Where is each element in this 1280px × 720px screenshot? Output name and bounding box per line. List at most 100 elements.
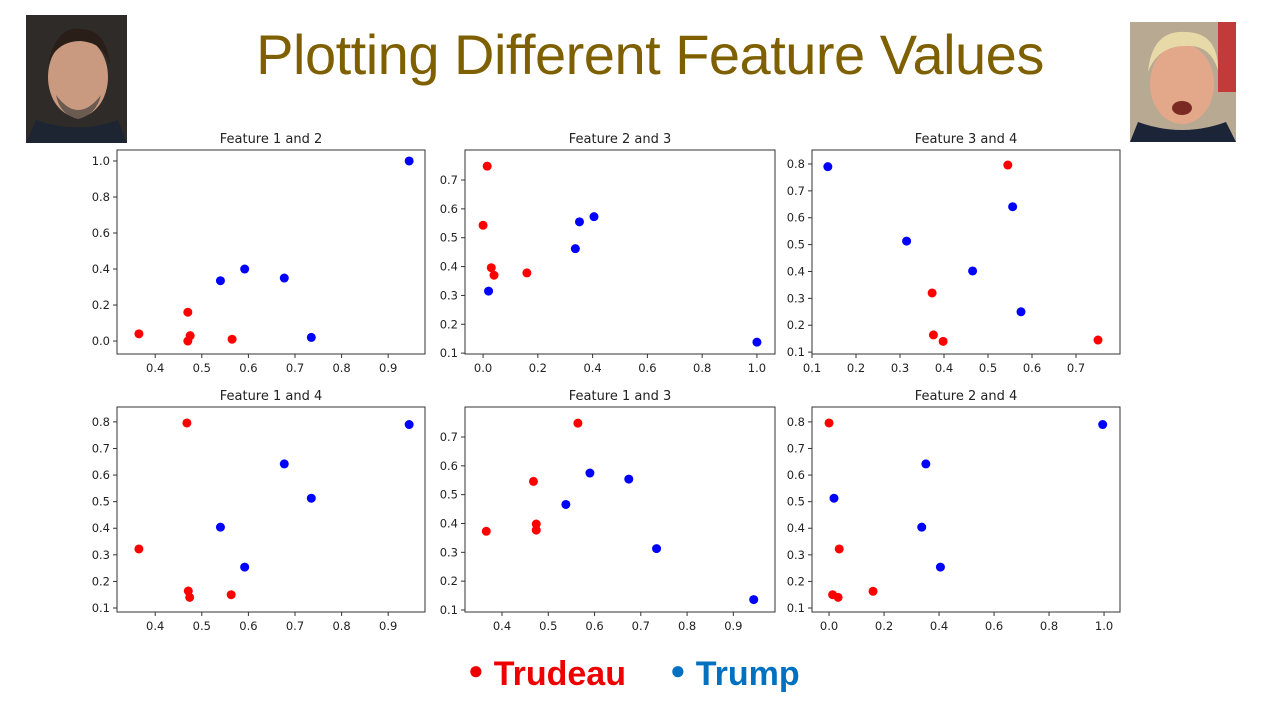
y-tick-label: 0.2 xyxy=(787,574,805,588)
subplot-5: Feature 1 and 3 0.4 0.5 0.6 0.7 0.8 0.9 0.1 0.2 0… xyxy=(440,389,776,633)
x-tick-label: 0.6 xyxy=(239,361,257,375)
x-tick-label: 0.6 xyxy=(638,361,656,375)
data-point-trudeau xyxy=(182,418,192,428)
data-point-trudeau xyxy=(528,476,538,486)
x-tick-label: 0.7 xyxy=(286,619,304,633)
subplot-3: Feature 3 and 4 0.1 0.2 0.3 0.4 0.5 0.6 0.7 0.1 0… xyxy=(787,132,1121,375)
y-tick-label: 0.8 xyxy=(92,415,110,429)
data-point-trump xyxy=(215,276,225,286)
data-point-trump xyxy=(752,337,762,347)
x-tick-label: 0.8 xyxy=(332,619,350,633)
y-tick-label: 0.3 xyxy=(787,548,805,562)
data-point-trudeau xyxy=(226,590,236,600)
data-point-trump xyxy=(240,264,250,274)
y-tick-label: 0.1 xyxy=(787,601,805,615)
data-point-trudeau xyxy=(227,334,237,344)
subplot-4: Feature 1 and 4 0.4 0.5 0.6 0.7 0.8 0.9 0.1 0.2 0… xyxy=(92,389,426,633)
data-point-trump xyxy=(902,236,912,246)
data-point-trudeau xyxy=(1093,335,1103,345)
x-tick-label: 0.7 xyxy=(1067,361,1085,375)
data-point-trump xyxy=(561,499,571,509)
x-tick-label: 0.5 xyxy=(193,619,211,633)
x-tick-label: 0.6 xyxy=(585,619,603,633)
subplot-title: Feature 1 and 3 xyxy=(569,389,672,404)
y-tick-label: 0.8 xyxy=(92,190,110,204)
y-tick-label: 0.6 xyxy=(440,202,458,216)
data-point-trump xyxy=(240,562,250,572)
data-point-trump xyxy=(484,286,494,296)
x-tick-label: 0.9 xyxy=(379,619,397,633)
data-point-trudeau xyxy=(938,336,948,346)
x-tick-label: 0.4 xyxy=(583,361,601,375)
y-tick-label: 0.7 xyxy=(440,430,458,444)
data-point-trudeau xyxy=(824,418,834,428)
y-tick-label: 0.5 xyxy=(787,238,805,252)
x-tick-label: 0.2 xyxy=(875,619,893,633)
data-point-trump xyxy=(404,420,414,430)
x-tick-label: 0.8 xyxy=(693,361,711,375)
y-tick-label: 0.2 xyxy=(92,298,110,312)
x-tick-label: 0.1 xyxy=(803,361,821,375)
data-point-trudeau xyxy=(183,336,193,346)
data-point-trump xyxy=(306,493,316,503)
subplot-title: Feature 2 and 4 xyxy=(915,389,1018,404)
legend-label-trump: Trump xyxy=(695,655,800,693)
x-tick-label: 0.9 xyxy=(724,619,742,633)
x-tick-label: 0.2 xyxy=(847,361,865,375)
x-tick-label: 0.8 xyxy=(1040,619,1058,633)
axes-frame xyxy=(811,406,1121,613)
data-point-trudeau xyxy=(927,288,937,298)
data-point-trump xyxy=(823,162,833,172)
data-point-trudeau xyxy=(183,307,193,317)
data-point-trump xyxy=(215,522,225,532)
y-tick-label: 0.4 xyxy=(440,516,458,530)
y-tick-label: 0.5 xyxy=(92,495,110,509)
data-point-trump xyxy=(1016,307,1026,317)
y-tick-label: 0.3 xyxy=(92,548,110,562)
y-tick-label: 0.2 xyxy=(440,317,458,331)
data-point-trudeau xyxy=(573,418,583,428)
slide-title: Plotting Different Feature Values xyxy=(256,23,1044,86)
subplot-title: Feature 2 and 3 xyxy=(569,132,672,147)
axes-frame xyxy=(464,149,776,355)
y-tick-label: 0.7 xyxy=(440,173,458,187)
data-point-trump xyxy=(279,273,289,283)
subplot-title: Feature 3 and 4 xyxy=(915,132,1018,147)
x-tick-label: 1.0 xyxy=(748,361,766,375)
y-tick-label: 0.6 xyxy=(92,226,110,240)
x-tick-label: 0.8 xyxy=(678,619,696,633)
subplot-title: Feature 1 and 4 xyxy=(220,389,323,404)
y-tick-label: 0.8 xyxy=(787,157,805,171)
x-tick-label: 0.7 xyxy=(632,619,650,633)
y-tick-label: 1.0 xyxy=(92,154,110,168)
data-point-trudeau xyxy=(928,330,938,340)
data-point-trudeau xyxy=(185,592,195,602)
x-tick-label: 0.4 xyxy=(493,619,511,633)
legend-item-trump: ● Trump xyxy=(670,655,800,694)
data-point-trump xyxy=(570,244,580,254)
data-point-trudeau xyxy=(1003,160,1013,170)
data-point-trump xyxy=(585,468,595,478)
data-point-trump xyxy=(574,217,584,227)
data-point-trump xyxy=(1008,202,1018,212)
x-tick-label: 0.5 xyxy=(539,619,557,633)
trudeau-photo xyxy=(26,15,127,143)
data-point-trudeau xyxy=(531,525,541,535)
y-tick-label: 0.4 xyxy=(92,262,110,276)
y-tick-label: 0.3 xyxy=(440,545,458,559)
y-tick-label: 0.2 xyxy=(787,318,805,332)
data-point-trudeau xyxy=(486,263,496,273)
data-point-trudeau xyxy=(478,220,488,230)
y-tick-label: 0.1 xyxy=(92,601,110,615)
y-tick-label: 0.6 xyxy=(787,211,805,225)
y-tick-label: 0.1 xyxy=(787,345,805,359)
y-tick-label: 0.4 xyxy=(787,521,805,535)
x-tick-label: 0.4 xyxy=(935,361,953,375)
data-point-trudeau xyxy=(482,161,492,171)
y-tick-label: 0.7 xyxy=(787,441,805,455)
y-tick-label: 0.2 xyxy=(440,574,458,588)
data-point-trump xyxy=(652,544,662,554)
subplot-1: Feature 1 and 2 0.4 0.5 0.6 0.7 0.8 0.9 0.0 0.2 0… xyxy=(92,132,426,375)
x-tick-label: 0.9 xyxy=(379,361,397,375)
x-tick-label: 0.4 xyxy=(146,361,164,375)
